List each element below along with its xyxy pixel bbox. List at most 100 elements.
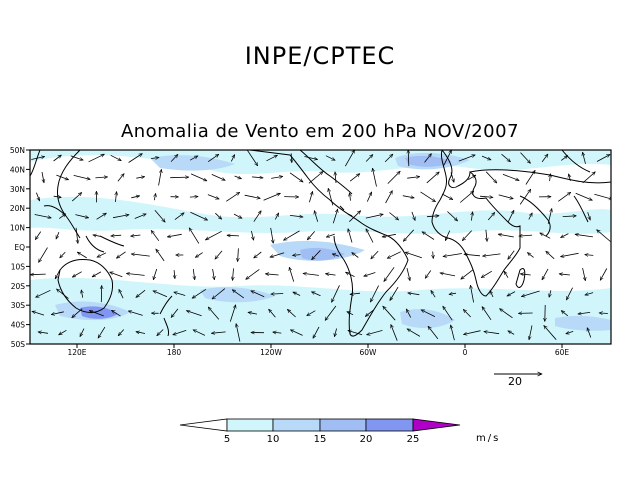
wind-vector	[585, 292, 594, 295]
wind-vector	[266, 154, 278, 162]
wind-vector	[335, 172, 336, 184]
wind-vector	[529, 325, 533, 339]
colorbar-segment	[226, 418, 274, 432]
wind-vector	[170, 177, 189, 178]
wind-vector	[174, 270, 175, 279]
wind-vector	[303, 273, 319, 276]
wind-vector	[215, 250, 223, 259]
wind-vector	[459, 191, 474, 203]
wind-vector	[467, 175, 476, 181]
map-title: Anomalia de Vento em 200 hPa NOV/2007	[120, 121, 520, 142]
wind-vector	[481, 155, 491, 161]
wind-vector	[332, 254, 339, 256]
colorbar-low-triangle	[179, 418, 228, 432]
wind-vector	[60, 251, 66, 258]
wind-vector	[402, 195, 414, 198]
wind-vector	[270, 252, 285, 257]
wind-vector	[408, 293, 420, 295]
wind-vector	[559, 274, 570, 275]
wind-vector	[57, 289, 69, 299]
reference-vector-label: 20	[508, 375, 522, 388]
wind-vector	[70, 155, 83, 160]
wind-vector	[174, 213, 184, 220]
wind-vector	[190, 211, 207, 221]
wind-vector	[304, 156, 317, 160]
wind-vector	[578, 312, 591, 314]
wind-vector	[406, 268, 410, 281]
wind-vector	[582, 172, 596, 184]
wind-vector	[442, 193, 453, 200]
wind-vector	[238, 248, 239, 261]
wind-vector	[383, 306, 396, 321]
wind-vector	[520, 152, 531, 164]
wind-vector	[76, 227, 78, 244]
wind-vector	[550, 174, 551, 182]
wind-vector	[157, 329, 164, 336]
longitude-label: 180	[167, 348, 182, 357]
wind-vector	[290, 329, 303, 336]
wind-vector	[449, 293, 457, 294]
wind-vector	[558, 192, 570, 202]
wind-vector	[151, 157, 159, 158]
wind-vector	[96, 213, 107, 220]
wind-vector	[350, 293, 361, 294]
wind-vector	[205, 230, 222, 241]
wind-vector	[365, 214, 383, 219]
wind-vector	[370, 285, 379, 302]
wind-vector	[384, 267, 395, 281]
wind-vector	[227, 235, 240, 236]
wind-vector	[599, 313, 608, 314]
wind-vector	[349, 211, 360, 222]
wind-vector	[36, 289, 51, 298]
wind-vector	[97, 252, 107, 258]
wind-vector	[350, 193, 351, 201]
wind-vector	[426, 216, 439, 217]
wind-vector	[373, 168, 377, 187]
wind-vector	[59, 329, 67, 335]
wind-vector	[421, 309, 436, 317]
wind-vector	[215, 212, 221, 219]
wind-vector	[115, 192, 116, 203]
wind-vector	[307, 310, 316, 316]
wind-vector	[81, 290, 82, 298]
wind-vector	[189, 155, 198, 161]
wind-vector	[325, 305, 337, 320]
wind-vector	[587, 212, 591, 220]
wind-vector	[269, 309, 276, 318]
wind-vector	[407, 329, 421, 337]
wind-vector	[471, 212, 472, 221]
wind-vector	[116, 251, 126, 258]
wind-vector	[312, 326, 320, 338]
wind-vector	[562, 216, 577, 217]
latitude-label: 30S	[11, 301, 26, 310]
wind-vector	[599, 268, 608, 281]
wind-vector	[561, 233, 569, 238]
wind-vector	[365, 309, 374, 317]
wind-vector	[251, 177, 263, 178]
wind-vector	[32, 311, 45, 316]
wind-vector	[93, 235, 101, 236]
wind-vector	[136, 177, 144, 179]
wind-vector	[426, 172, 439, 184]
wind-vector	[450, 172, 454, 183]
wind-vector	[287, 309, 296, 318]
wind-vector	[230, 155, 236, 162]
wind-vector	[154, 210, 165, 222]
wind-vector	[364, 272, 376, 277]
wind-vector	[112, 215, 129, 219]
wind-vector	[585, 255, 594, 256]
plot-area	[30, 150, 611, 344]
wind-vector	[234, 175, 242, 179]
wind-vector	[390, 286, 399, 300]
wind-vector	[546, 251, 555, 260]
wind-vector	[498, 234, 514, 238]
latitude-label: 40S	[11, 321, 26, 330]
wind-vector	[192, 288, 207, 298]
wind-vector	[75, 214, 88, 218]
wind-vector	[312, 250, 321, 259]
wind-vector	[53, 155, 62, 162]
wind-vector	[443, 150, 452, 167]
wind-vector	[424, 154, 432, 163]
wind-vector	[153, 290, 168, 298]
wind-vector	[89, 311, 104, 317]
